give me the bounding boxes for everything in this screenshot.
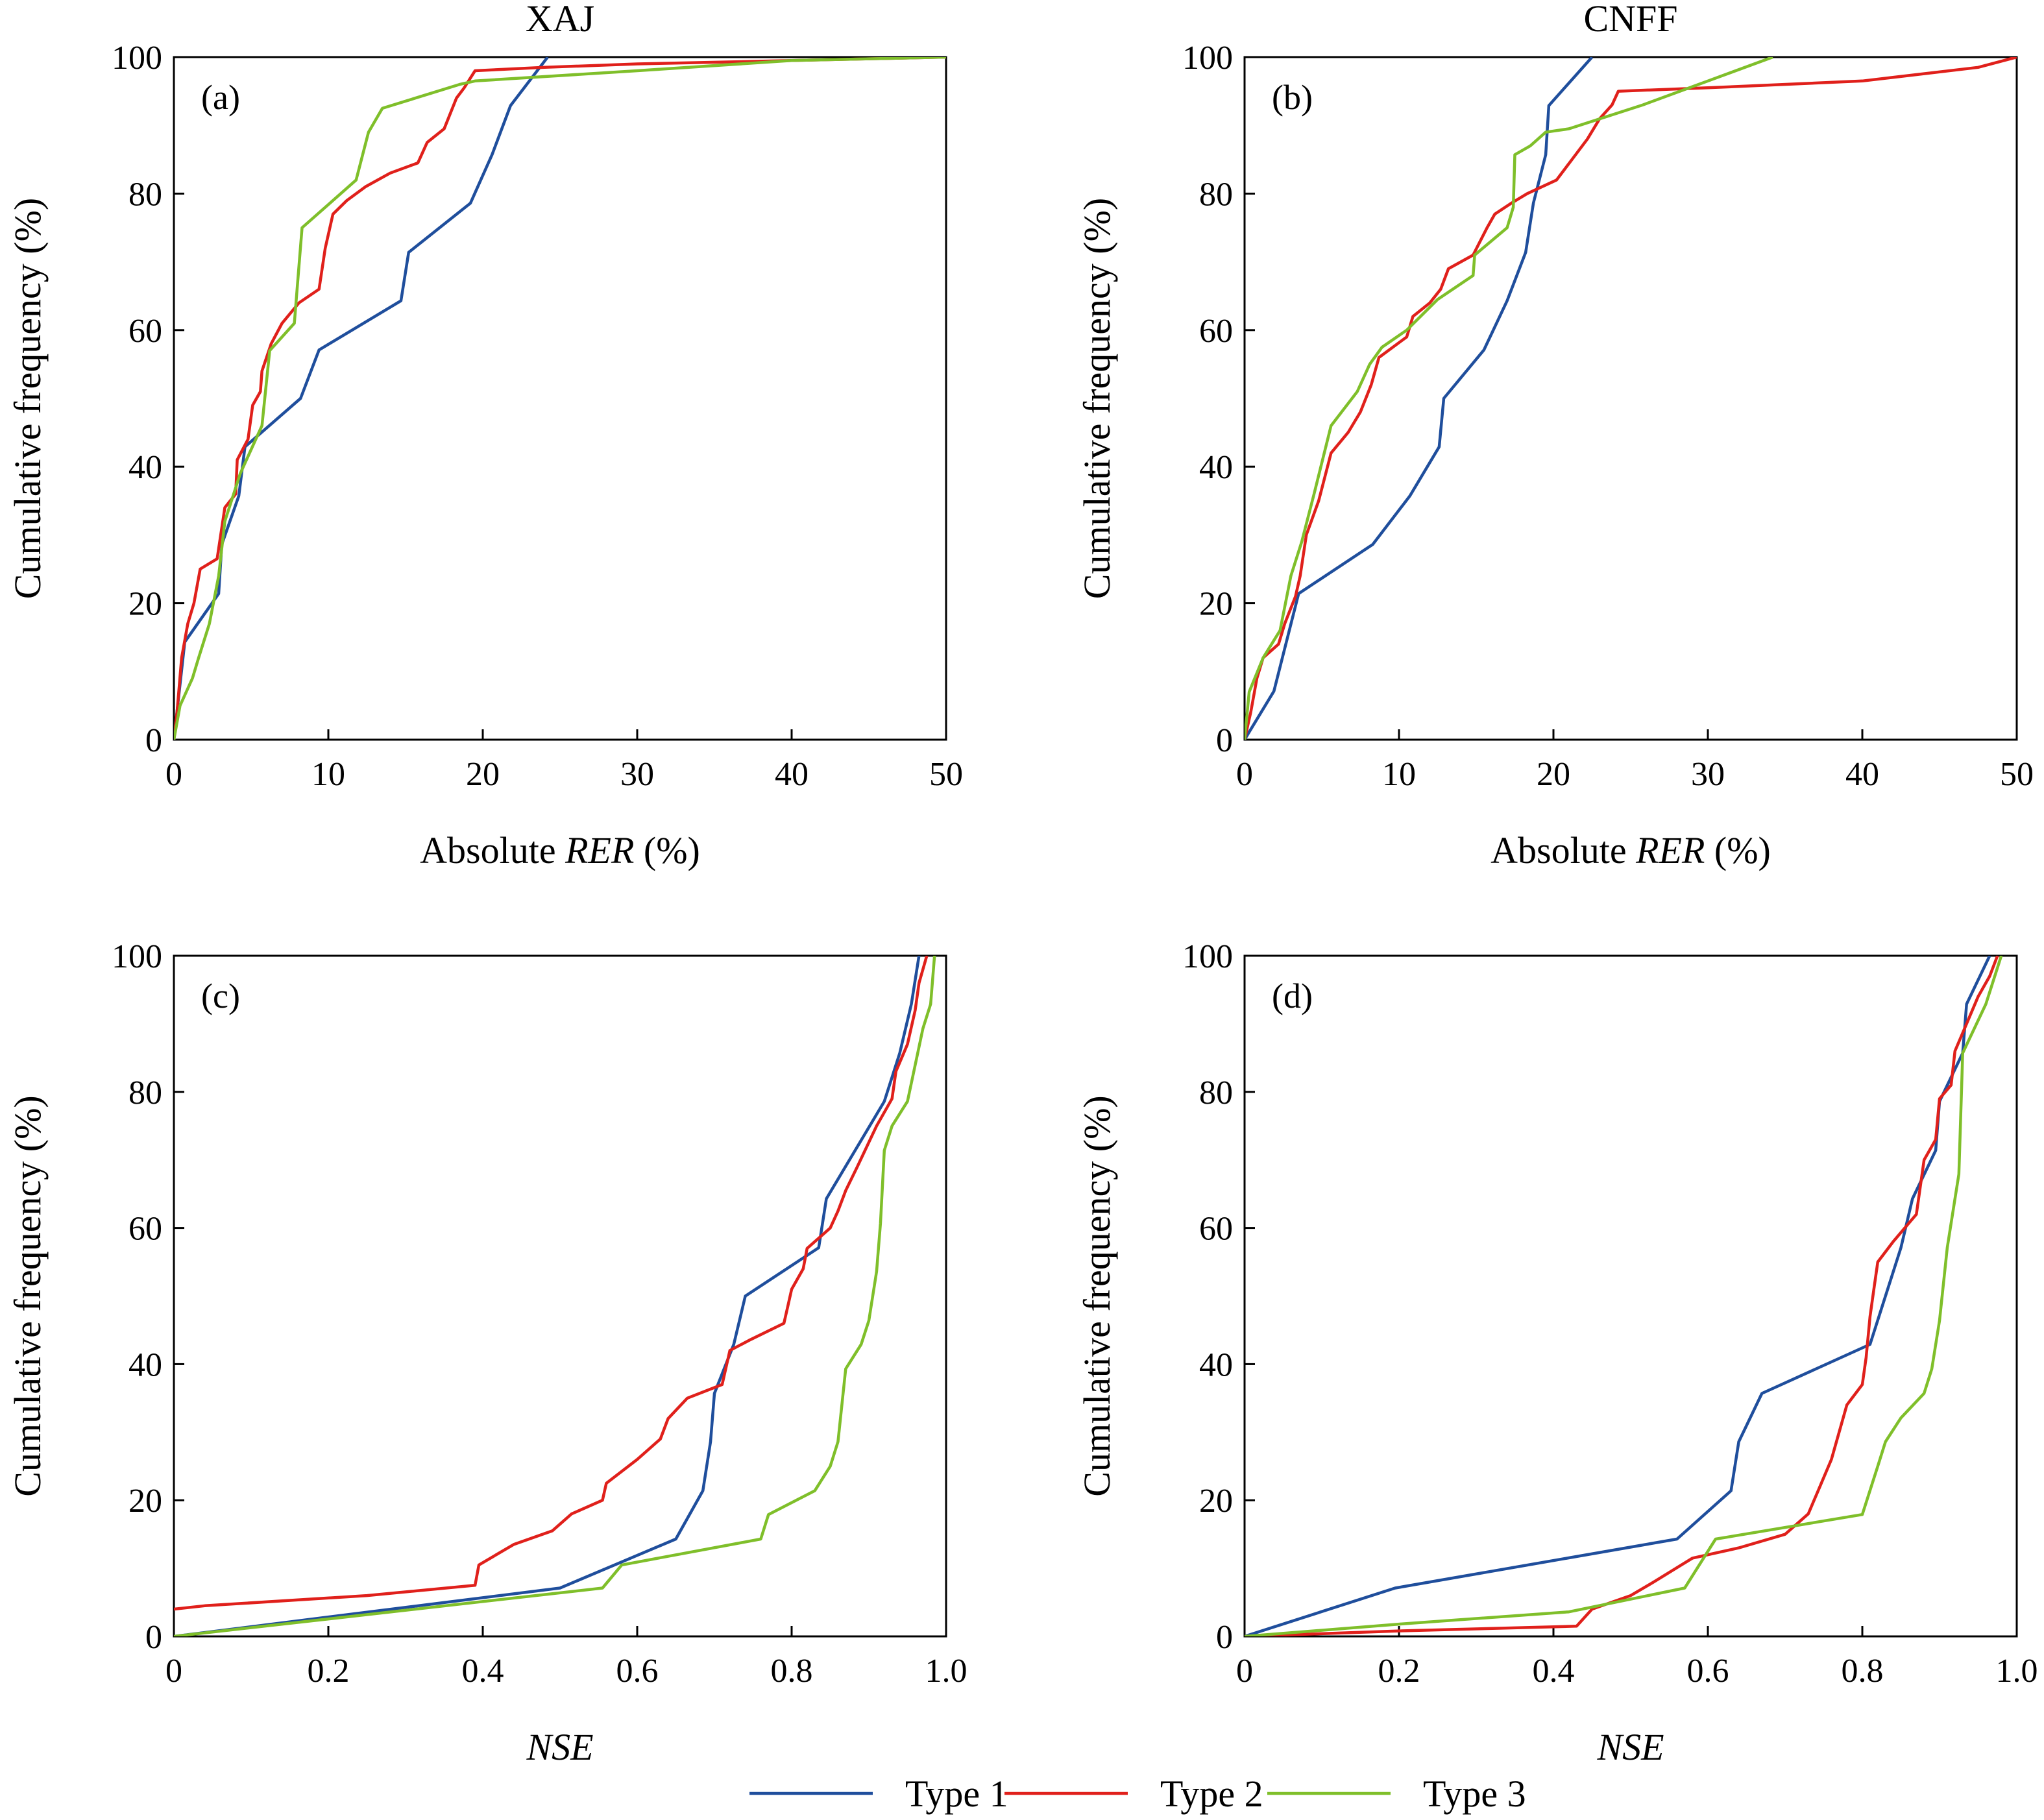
series-line-type-1 xyxy=(174,57,549,740)
panel-title: CNFF xyxy=(1583,0,1677,40)
y-tick-label: 40 xyxy=(1199,449,1233,486)
x-axis-title: NSE xyxy=(526,1726,593,1768)
x-axis-title-part: (%) xyxy=(634,829,700,871)
x-axis-title: NSE xyxy=(1596,1726,1664,1768)
legend-label: Type 2 xyxy=(1160,1773,1263,1815)
panel-d: 0 20 40 60 80 100 0 0.2 0.4 0.6 0.8 1.0 (d) Cumulativ… xyxy=(1076,938,2038,1768)
legend: Type 1 Type 2 Type 3 xyxy=(749,1773,1526,1815)
panel-tag: (d) xyxy=(1272,977,1313,1015)
x-tick-label: 10 xyxy=(1382,756,1416,793)
x-tick-label: 20 xyxy=(466,756,500,793)
series-line-type-2 xyxy=(174,57,946,740)
series-line-type-2 xyxy=(1245,956,1999,1636)
y-axis-title: Cumulative frequency (%) xyxy=(6,198,49,599)
x-tick-label: 0.4 xyxy=(462,1653,504,1690)
y-tick-label: 0 xyxy=(1216,1619,1233,1656)
y-tick-label: 100 xyxy=(1182,938,1233,975)
series-line-type-2 xyxy=(1245,57,2017,740)
y-tick-label: 60 xyxy=(1199,1211,1233,1248)
panel-c: 0 20 40 60 80 100 0 0.2 0.4 0.6 0.8 1.0 (c) Cumulativ… xyxy=(6,938,967,1768)
x-axis-title-part: RER xyxy=(1635,829,1705,871)
x-tick-label: 30 xyxy=(1691,756,1725,793)
plot-frame xyxy=(1243,56,2018,741)
y-tick-label: 80 xyxy=(128,1074,162,1111)
y-tick-label: 60 xyxy=(1199,313,1233,350)
x-tick-label: 0 xyxy=(165,756,182,793)
y-tick-label: 0 xyxy=(1216,722,1233,759)
y-tick-label: 60 xyxy=(128,1211,162,1248)
y-tick-label: 80 xyxy=(128,176,162,213)
y-tick-label: 20 xyxy=(128,586,162,623)
x-axis-title-part: NSE xyxy=(526,1726,593,1768)
y-axis-title: Cumulative frequency (%) xyxy=(1076,198,1118,599)
plot-frame xyxy=(1243,954,2018,1638)
x-axis-title: Absolute RER (%) xyxy=(420,829,700,871)
x-tick-label: 40 xyxy=(1845,756,1879,793)
x-tick-label: 40 xyxy=(775,756,809,793)
x-tick-label: 10 xyxy=(311,756,345,793)
x-axis-title-part: (%) xyxy=(1705,829,1770,871)
panel-a: 0 20 40 60 80 100 0 10 20 30 40 50 (a) XAJ Cumulative … xyxy=(6,0,963,871)
x-tick-label: 30 xyxy=(620,756,654,793)
legend-label: Type 3 xyxy=(1423,1773,1526,1815)
y-tick-label: 80 xyxy=(1199,176,1233,213)
x-axis-title-part: Absolute xyxy=(1490,829,1636,871)
y-tick-label: 80 xyxy=(1199,1074,1233,1111)
panel-tag: (b) xyxy=(1272,78,1313,117)
x-tick-label: 0.8 xyxy=(771,1653,813,1690)
x-tick-label: 0.2 xyxy=(1378,1653,1420,1690)
x-tick-label: 1.0 xyxy=(925,1653,967,1690)
x-axis-title-part: NSE xyxy=(1596,1726,1664,1768)
y-axis-title: Cumulative frequency (%) xyxy=(6,1095,49,1496)
series-line-type-3 xyxy=(1245,57,1773,740)
series-line-type-3 xyxy=(174,57,946,740)
y-tick-label: 0 xyxy=(145,722,162,759)
y-tick-label: 100 xyxy=(112,938,162,975)
x-tick-label: 0.6 xyxy=(616,1653,659,1690)
x-tick-label: 20 xyxy=(1537,756,1570,793)
x-axis-title-part: RER xyxy=(565,829,634,871)
series-line-type-1 xyxy=(1245,57,1594,740)
series-line-type-3 xyxy=(1245,956,2003,1636)
x-axis-title-part: Absolute xyxy=(420,829,565,871)
x-axis-title: Absolute RER (%) xyxy=(1490,829,1771,871)
x-tick-label: 1.0 xyxy=(1996,1653,2038,1690)
y-tick-label: 40 xyxy=(128,449,162,486)
x-tick-label: 50 xyxy=(2000,756,2034,793)
x-tick-label: 0 xyxy=(165,1653,182,1690)
y-tick-label: 60 xyxy=(128,313,162,350)
y-tick-label: 20 xyxy=(1199,1483,1233,1520)
y-tick-label: 100 xyxy=(1182,40,1233,77)
x-tick-label: 0.2 xyxy=(308,1653,350,1690)
plot-frame xyxy=(173,56,947,741)
panel-b: 0 20 40 60 80 100 0 10 20 30 40 50 (b) CNFF Cumulative… xyxy=(1076,0,2034,871)
x-tick-label: 0 xyxy=(1236,1653,1253,1690)
y-axis-title: Cumulative frequency (%) xyxy=(1076,1095,1118,1496)
panel-title: XAJ xyxy=(526,0,594,40)
panel-tag: (c) xyxy=(201,977,240,1015)
plot-frame xyxy=(173,954,947,1638)
x-tick-label: 0.4 xyxy=(1533,1653,1575,1690)
x-tick-label: 0.8 xyxy=(1842,1653,1884,1690)
x-tick-label: 0 xyxy=(1236,756,1253,793)
series-line-type-1 xyxy=(1245,956,1991,1636)
y-tick-label: 100 xyxy=(112,40,162,77)
y-tick-label: 40 xyxy=(128,1346,162,1383)
series-line-type-1 xyxy=(174,956,921,1636)
x-tick-label: 0.6 xyxy=(1687,1653,1729,1690)
panel-tag: (a) xyxy=(201,78,240,117)
series-line-type-2 xyxy=(174,956,929,1611)
y-tick-label: 40 xyxy=(1199,1346,1233,1383)
y-tick-label: 20 xyxy=(1199,586,1233,623)
y-tick-label: 20 xyxy=(128,1483,162,1520)
series-line-type-3 xyxy=(174,956,936,1636)
legend-label: Type 1 xyxy=(905,1773,1008,1815)
x-tick-label: 50 xyxy=(929,756,963,793)
y-tick-label: 0 xyxy=(145,1619,162,1656)
